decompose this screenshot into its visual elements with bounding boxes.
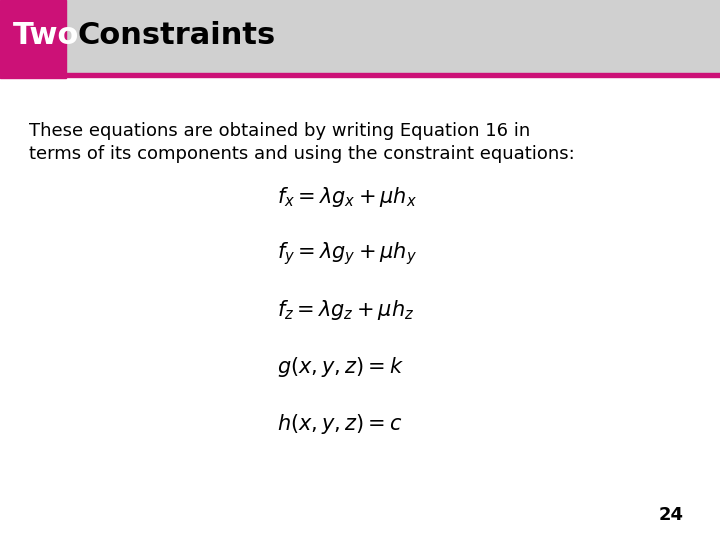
Text: $f_y = \lambda g_y + \mu h_y$: $f_y = \lambda g_y + \mu h_y$ — [277, 240, 417, 267]
Text: $f_x = \lambda g_x + \mu h_x$: $f_x = \lambda g_x + \mu h_x$ — [277, 185, 417, 209]
Text: 24: 24 — [659, 506, 684, 524]
Text: $h(x, y, z) = c$: $h(x, y, z) = c$ — [277, 412, 402, 436]
Text: Constraints: Constraints — [78, 21, 276, 50]
Text: These equations are obtained by writing Equation 16 in
terms of its components a: These equations are obtained by writing … — [29, 122, 575, 163]
Text: $f_z = \lambda g_z + \mu h_z$: $f_z = \lambda g_z + \mu h_z$ — [277, 299, 415, 322]
Text: $g(x, y, z) = k$: $g(x, y, z) = k$ — [277, 355, 404, 379]
Text: Two: Two — [13, 21, 79, 50]
